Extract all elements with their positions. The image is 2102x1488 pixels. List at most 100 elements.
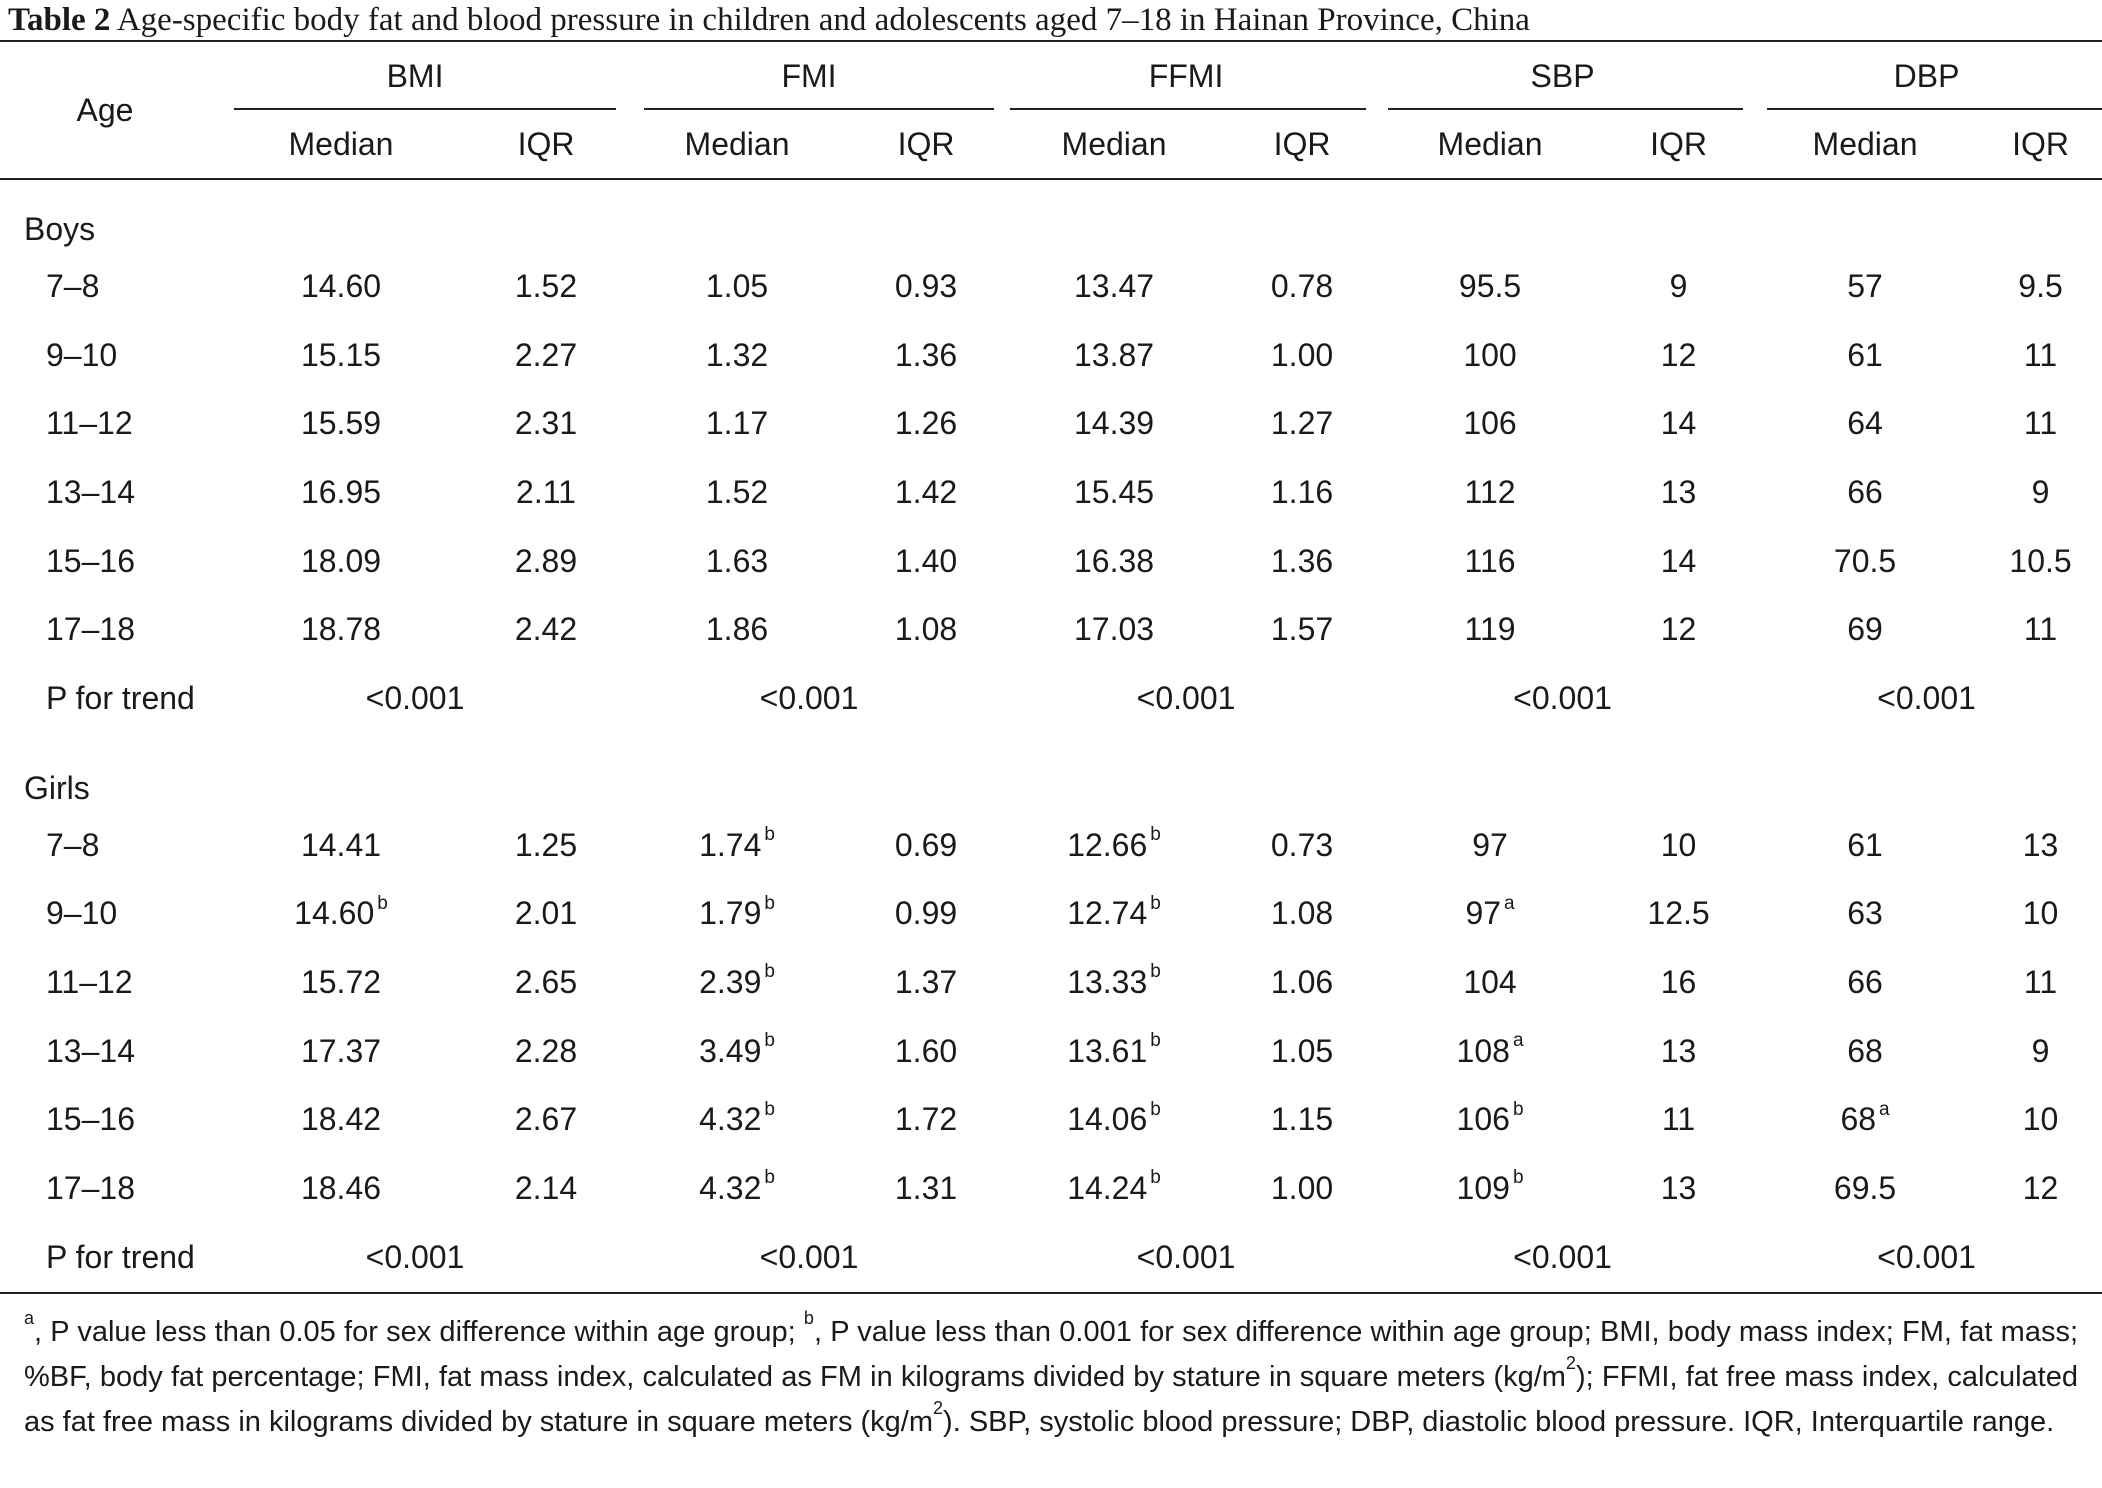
value-cell: 63	[1751, 880, 1979, 949]
value-cell: 13	[1606, 1017, 1751, 1086]
cell-value: 13.47	[1073, 267, 1155, 304]
value-cell: 12	[1606, 321, 1751, 390]
cell-value: 18.42	[300, 1101, 382, 1138]
value-cell: 14.06 b	[998, 1086, 1230, 1155]
age-cell: 13–14	[46, 1032, 135, 1069]
value-cell: 10	[1606, 811, 1751, 880]
significance-marker: b	[1150, 961, 1161, 983]
cell-value: 2.67	[514, 1101, 578, 1138]
footnote-sup-2: 2	[1565, 1353, 1576, 1374]
cell-value: 1.40	[894, 542, 958, 579]
cell-value: 12	[1660, 336, 1697, 373]
value-cell: 1.27	[1230, 389, 1374, 458]
cell-value: 61	[1847, 336, 1883, 373]
significance-marker: a	[1504, 892, 1515, 914]
table-row: 9–10 14.60 b 2.01 1.79 b 0.99 12.74 b 1.08 97 a 12.5…	[0, 880, 2102, 949]
value-cell: 0.78	[1230, 252, 1374, 321]
cell-value: 0.69	[894, 826, 958, 863]
significance-marker: b	[1512, 1167, 1524, 1189]
value-cell: 1.86	[620, 595, 854, 664]
value-cell: 2.67	[472, 1086, 620, 1155]
value-cell: 1.05	[1230, 1017, 1374, 1086]
value-cell: 106 b	[1374, 1086, 1606, 1155]
trend-value: <0.001	[759, 679, 859, 716]
cell-value: 108	[1456, 1032, 1510, 1069]
table-row: 11–12 15.59 2.31 1.17 1.26 14.39 1.27 106 14 64 11	[0, 389, 2102, 458]
cell-value: 13	[1660, 473, 1697, 510]
cell-value: 12	[2022, 1170, 2059, 1207]
cell-value: 0.99	[894, 895, 958, 932]
value-cell: 1.08	[854, 595, 998, 664]
header-row-groups: Age BMI FMI FFMI SBP DBP	[0, 41, 2102, 128]
cell-value: 1.79	[699, 895, 762, 932]
significance-marker: a	[1512, 1030, 1524, 1052]
value-cell: 1.16	[1230, 458, 1374, 527]
value-cell: 1.15	[1230, 1086, 1374, 1155]
value-cell: 1.74 b	[620, 811, 854, 880]
footnote-text-b: , P value less than 0.001 for sex differ…	[24, 1316, 2078, 1393]
value-cell: 1.05	[620, 252, 854, 321]
age-cell: 15–16	[46, 542, 135, 579]
significance-marker: b	[1150, 824, 1161, 845]
value-cell: 57	[1751, 252, 1979, 321]
cell-value: 15.72	[300, 964, 382, 1001]
cell-value: 2.31	[514, 405, 578, 442]
cell-value: 66	[1847, 473, 1883, 510]
cell-value: 1.08	[1270, 895, 1334, 932]
value-cell: 10	[1979, 1086, 2102, 1155]
cell-value: 15.15	[300, 336, 382, 373]
value-cell: 9	[1979, 1017, 2102, 1086]
age-cell: 9–10	[46, 895, 118, 932]
value-cell: 14.24 b	[998, 1154, 1230, 1223]
cell-value: 14.39	[1073, 405, 1155, 442]
value-cell: 64	[1751, 389, 1979, 458]
cell-value: 11	[2023, 405, 2058, 442]
fmi-header: FMI	[620, 41, 998, 110]
cell-value: 13.33	[1067, 964, 1148, 1001]
value-cell: 2.89	[472, 527, 620, 596]
value-cell: 1.42	[854, 458, 998, 527]
cell-value: 116	[1464, 542, 1516, 579]
value-cell: 15.72	[210, 948, 472, 1017]
trend-row: P for trend <0.001 <0.001 <0.001 <0.001 <0.00…	[0, 1222, 2102, 1294]
value-cell: 11	[1979, 389, 2102, 458]
table-row: 15–16 18.42 2.67 4.32 b 1.72 14.06 b 1.15 106 b 11 6…	[0, 1086, 2102, 1155]
value-cell: 109 b	[1374, 1154, 1606, 1223]
significance-marker: b	[1150, 1098, 1161, 1120]
table-row: 13–14 16.95 2.11 1.52 1.42 15.45 1.16 112 13 66 9	[0, 458, 2102, 527]
cell-value: 1.86	[705, 611, 769, 648]
cell-value: 1.57	[1270, 611, 1334, 648]
cell-value: 57	[1847, 267, 1883, 304]
value-cell: 97	[1374, 811, 1606, 880]
median-header: Median	[1061, 125, 1167, 162]
cell-value: 16	[1660, 964, 1697, 1001]
cell-value: 3.49	[699, 1032, 762, 1069]
significance-marker: b	[764, 961, 775, 983]
value-cell: 18.42	[210, 1086, 472, 1155]
value-cell: 1.31	[854, 1154, 998, 1223]
value-cell: 13.61 b	[998, 1017, 1230, 1086]
cell-value: 119	[1464, 611, 1516, 648]
value-cell: 9	[1979, 458, 2102, 527]
cell-value: 14	[1660, 405, 1697, 442]
cell-value: 1.05	[1270, 1032, 1334, 1069]
value-cell: 12	[1606, 595, 1751, 664]
cell-value: 106	[1456, 1101, 1510, 1138]
value-cell: 2.42	[472, 595, 620, 664]
data-table: Age BMI FMI FFMI SBP DBP Median IQR Median…	[0, 40, 2102, 1294]
cell-value: 1.06	[1270, 964, 1334, 1001]
value-cell: 1.17	[620, 389, 854, 458]
trend-value: <0.001	[620, 1222, 999, 1294]
value-cell: 0.73	[1230, 811, 1374, 880]
value-cell: 0.93	[854, 252, 998, 321]
significance-marker: b	[377, 892, 388, 914]
cell-value: 1.16	[1270, 473, 1334, 510]
trend-value: <0.001	[365, 679, 465, 716]
value-cell: 1.36	[854, 321, 998, 390]
value-cell: 14.41	[210, 811, 472, 880]
table-title: Age-specific body fat and blood pressure…	[116, 2, 1530, 38]
significance-marker: b	[764, 892, 775, 914]
cell-value: 9	[2031, 473, 2050, 510]
value-cell: 15.15	[210, 321, 472, 390]
cell-value: 10	[1660, 826, 1697, 863]
